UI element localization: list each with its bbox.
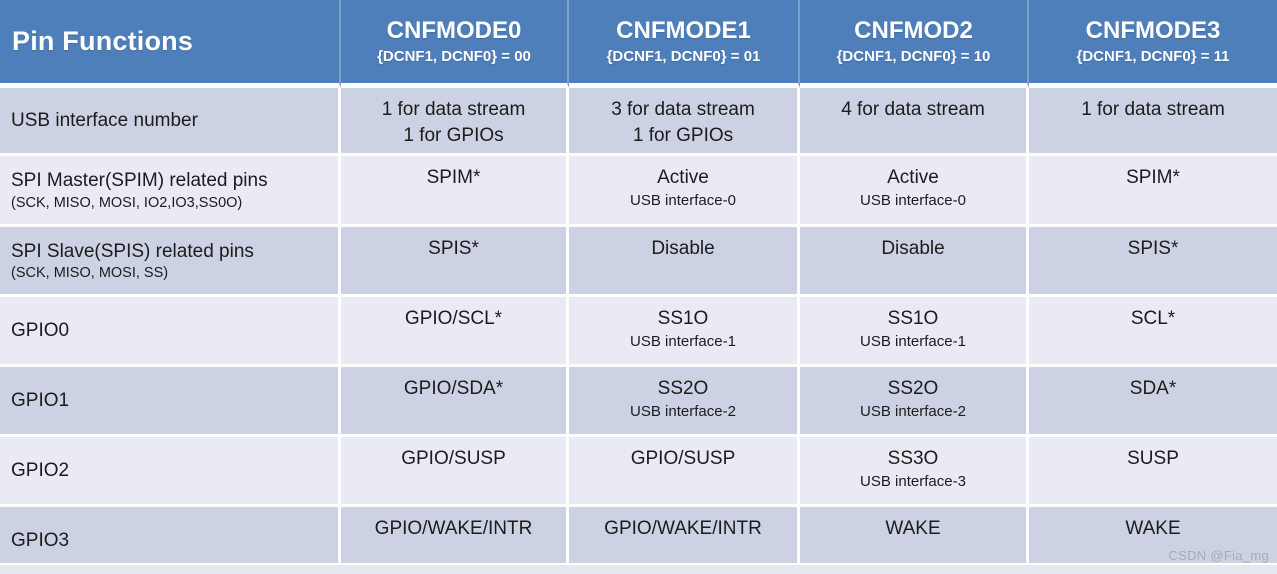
- value-cell: GPIO/WAKE/INTR: [569, 507, 800, 574]
- row-label: GPIO3: [11, 529, 70, 551]
- value-cell: GPIO/SCL*: [341, 297, 569, 367]
- cell-main-text: Active: [657, 167, 709, 188]
- cell-main-text: SPIS*: [428, 238, 479, 259]
- value-cell: SPIS*: [341, 227, 569, 297]
- row-label-cell: GPIO3: [0, 507, 341, 574]
- table-header-mode-2: CNFMOD2 {DCNF1, DCNF0} = 10: [800, 0, 1029, 88]
- mode-name: CNFMODE0: [386, 16, 522, 44]
- value-cell: GPIO/SUSP: [341, 437, 569, 507]
- value-cell: WAKE: [800, 507, 1029, 574]
- cell-second-line: 1 for GPIOs: [403, 124, 504, 146]
- cell-main-text: SDA*: [1129, 378, 1177, 399]
- value-cell: GPIO/SUSP: [569, 437, 800, 507]
- value-cell: 1 for data stream 1 for GPIOs: [341, 88, 569, 156]
- row-sublabel: (SCK, MISO, MOSI, SS): [11, 265, 169, 282]
- mode-name: CNFMODE1: [616, 16, 751, 44]
- cell-main-text: 3 for data stream: [611, 99, 755, 120]
- row-label: GPIO1: [11, 389, 70, 411]
- cell-main-text: GPIO/WAKE/INTR: [604, 518, 762, 539]
- row-label-cell: USB interface number: [0, 88, 341, 156]
- cell-main-text: GPIO/SDA*: [403, 378, 504, 399]
- cell-main-text: GPIO/SUSP: [630, 448, 736, 469]
- cell-main-text: 1 for data stream: [381, 99, 526, 120]
- value-cell: SS1O USB interface-1: [800, 297, 1029, 367]
- cell-sub-text: USB interface-3: [860, 472, 966, 490]
- cell-main-text: SUSP: [1127, 448, 1179, 469]
- value-cell: GPIO/WAKE/INTR: [341, 507, 569, 574]
- cell-main-text: SS2O: [887, 378, 939, 399]
- table-header-mode-0: CNFMODE0 {DCNF1, DCNF0} = 00: [341, 0, 569, 88]
- value-cell: SPIM*: [1029, 156, 1277, 227]
- value-cell: SS2O USB interface-2: [800, 367, 1029, 437]
- row-label-cell: GPIO1: [0, 367, 341, 437]
- value-cell: WAKE: [1029, 507, 1277, 574]
- row-label-cell: GPIO0: [0, 297, 341, 367]
- cell-main-text: SS1O: [657, 308, 709, 329]
- value-cell: SS3O USB interface-3: [800, 437, 1029, 507]
- cell-main-text: WAKE: [1125, 518, 1181, 539]
- value-cell: 3 for data stream 1 for GPIOs: [569, 88, 800, 156]
- mode-condition: {DCNF1, DCNF0} = 01: [606, 48, 761, 66]
- value-cell: SCL*: [1029, 297, 1277, 367]
- watermark: CSDN @Fia_mg: [1168, 548, 1269, 563]
- mode-name: CNFMODE3: [1085, 16, 1221, 44]
- cell-sub-text: USB interface-2: [630, 402, 736, 420]
- cell-sub-text: USB interface-0: [630, 191, 736, 209]
- table-title: Pin Functions: [12, 26, 194, 56]
- table-header-mode-3: CNFMODE3 {DCNF1, DCNF0} = 11: [1029, 0, 1277, 88]
- value-cell: 1 for data stream: [1029, 88, 1277, 156]
- cell-main-text: SPIM*: [1126, 167, 1180, 188]
- mode-condition: {DCNF1, DCNF0} = 00: [377, 48, 531, 66]
- value-cell: Disable: [800, 227, 1029, 297]
- row-label: SPI Master(SPIM) related pins: [11, 170, 268, 192]
- value-cell: Active USB interface-0: [800, 156, 1029, 227]
- value-cell: SDA*: [1029, 367, 1277, 437]
- value-cell: SS2O USB interface-2: [569, 367, 800, 437]
- cell-main-text: 4 for data stream: [841, 99, 985, 120]
- row-label-cell: GPIO2: [0, 437, 341, 507]
- cell-main-text: SS3O: [887, 448, 939, 469]
- cell-sub-text: USB interface-2: [860, 402, 966, 420]
- cell-main-text: GPIO/SCL*: [404, 308, 503, 329]
- mode-name: CNFMOD2: [854, 16, 973, 44]
- cell-main-text: SCL*: [1130, 308, 1176, 329]
- row-label: USB interface number: [11, 109, 198, 131]
- row-label-cell: SPI Slave(SPIS) related pins (SCK, MISO, …: [0, 227, 341, 297]
- cell-main-text: Active: [887, 167, 939, 188]
- value-cell: SS1O USB interface-1: [569, 297, 800, 367]
- table-header-mode-1: CNFMODE1 {DCNF1, DCNF0} = 01: [569, 0, 800, 88]
- cell-main-text: SS2O: [657, 378, 709, 399]
- mode-condition: {DCNF1, DCNF0} = 10: [836, 48, 991, 66]
- value-cell: SUSP: [1029, 437, 1277, 507]
- cell-main-text: Disable: [881, 238, 945, 259]
- value-cell: SPIS*: [1029, 227, 1277, 297]
- table-header-pin-functions: Pin Functions: [0, 0, 341, 88]
- cell-sub-text: USB interface-1: [860, 332, 966, 350]
- cell-main-text: Disable: [651, 238, 715, 259]
- cell-main-text: SPIM*: [426, 167, 481, 188]
- cell-main-text: GPIO/SUSP: [401, 448, 506, 469]
- cell-main-text: 1 for data stream: [1081, 99, 1225, 120]
- value-cell: Active USB interface-0: [569, 156, 800, 227]
- row-label: SPI Slave(SPIS) related pins: [11, 240, 254, 262]
- cell-sub-text: USB interface-1: [630, 332, 736, 350]
- cell-sub-text: USB interface-0: [860, 191, 966, 209]
- row-sublabel: (SCK, MISO, MOSI, IO2,IO3,SS0O): [11, 194, 243, 211]
- cell-main-text: SPIS*: [1127, 238, 1179, 259]
- bottom-margin-strip: [0, 563, 1277, 574]
- mode-condition: {DCNF1, DCNF0} = 11: [1076, 48, 1230, 66]
- cell-main-text: WAKE: [885, 518, 941, 539]
- row-label-cell: SPI Master(SPIM) related pins (SCK, MISO,…: [0, 156, 341, 227]
- value-cell: 4 for data stream: [800, 88, 1029, 156]
- value-cell: SPIM*: [341, 156, 569, 227]
- cell-main-text: GPIO/WAKE/INTR: [374, 518, 533, 539]
- cell-main-text: SS1O: [887, 308, 939, 329]
- value-cell: GPIO/SDA*: [341, 367, 569, 437]
- row-label: GPIO0: [11, 319, 70, 341]
- row-label: GPIO2: [11, 459, 70, 481]
- value-cell: Disable: [569, 227, 800, 297]
- cell-second-line: 1 for GPIOs: [632, 124, 734, 146]
